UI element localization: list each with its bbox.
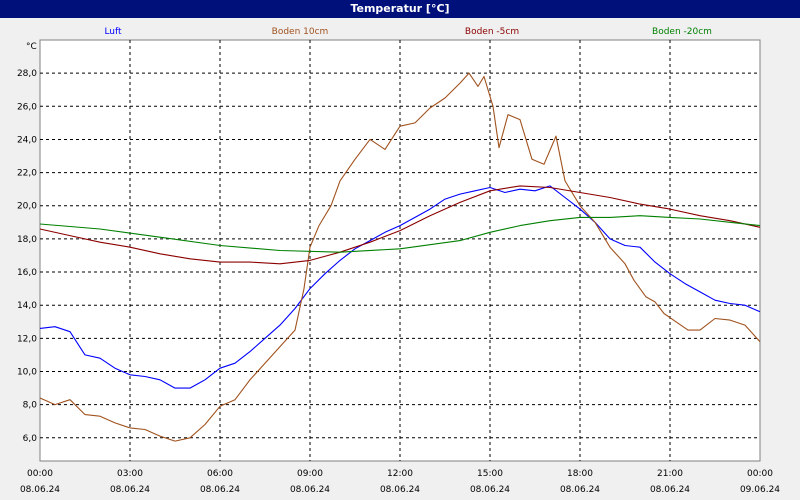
series-line-boden-10cm xyxy=(39,72,761,442)
legend-item-boden-5cm: Boden -5cm xyxy=(465,27,519,37)
legend: Luft Boden 10cm Boden -5cm Boden -20cm xyxy=(104,27,712,37)
x-tick-time: 06:00 xyxy=(207,469,233,479)
x-tick-time: 00:00 xyxy=(747,469,773,479)
y-tick-label: 28,0 xyxy=(17,69,37,79)
x-tick-date: 08.06.24 xyxy=(110,485,150,495)
series-lines xyxy=(39,72,761,442)
y-tick-label: 18,0 xyxy=(17,235,37,245)
series-line-boden-5cm xyxy=(39,185,761,265)
y-tick-label: 6,0 xyxy=(23,434,38,444)
x-tick-date: 08.06.24 xyxy=(470,485,510,495)
series-line-boden-20cm xyxy=(39,215,761,253)
x-tick-date: 08.06.24 xyxy=(650,485,690,495)
y-tick-label: 22,0 xyxy=(17,169,37,179)
x-axis-ticks: 00:00 08.06.24 03:00 08.06.24 06:00 08.06.24 0… xyxy=(20,469,780,495)
y-tick-label: 12,0 xyxy=(17,334,37,344)
y-axis-ticks: 6,0 8,0 10,0 12,0 14,0 16,0 18,0 20,0 22,0 24,0 26… xyxy=(17,69,37,444)
x-tick-date: 08.06.24 xyxy=(20,485,60,495)
x-tick-date: 08.06.24 xyxy=(290,485,330,495)
legend-item-luft: Luft xyxy=(104,27,122,37)
legend-item-boden-20cm: Boden -20cm xyxy=(652,27,712,37)
x-tick-time: 15:00 xyxy=(477,469,503,479)
y-tick-label: 26,0 xyxy=(17,102,37,112)
y-tick-label: 16,0 xyxy=(17,268,37,278)
x-tick-time: 21:00 xyxy=(657,469,683,479)
y-tick-label: 8,0 xyxy=(23,401,38,411)
x-tick-date: 08.06.24 xyxy=(560,485,600,495)
y-unit-label: °C xyxy=(26,42,37,52)
x-tick-date: 08.06.24 xyxy=(200,485,240,495)
y-tick-label: 10,0 xyxy=(17,367,37,377)
x-tick-time: 09:00 xyxy=(297,469,323,479)
y-tick-label: 14,0 xyxy=(17,301,37,311)
y-tick-label: 20,0 xyxy=(17,202,37,212)
grid-lines xyxy=(40,40,760,461)
x-tick-date: 08.06.24 xyxy=(380,485,420,495)
series-line-luft xyxy=(39,185,761,389)
x-tick-time: 03:00 xyxy=(117,469,143,479)
chart-title-bar: Temperatur [°C] xyxy=(0,0,800,18)
chart-title: Temperatur [°C] xyxy=(350,2,450,15)
x-tick-time: 12:00 xyxy=(387,469,413,479)
y-tick-label: 24,0 xyxy=(17,135,37,145)
x-tick-date: 09.06.24 xyxy=(740,485,780,495)
legend-item-boden-10cm: Boden 10cm xyxy=(272,27,329,37)
x-tick-time: 18:00 xyxy=(567,469,593,479)
x-tick-time: 00:00 xyxy=(27,469,53,479)
